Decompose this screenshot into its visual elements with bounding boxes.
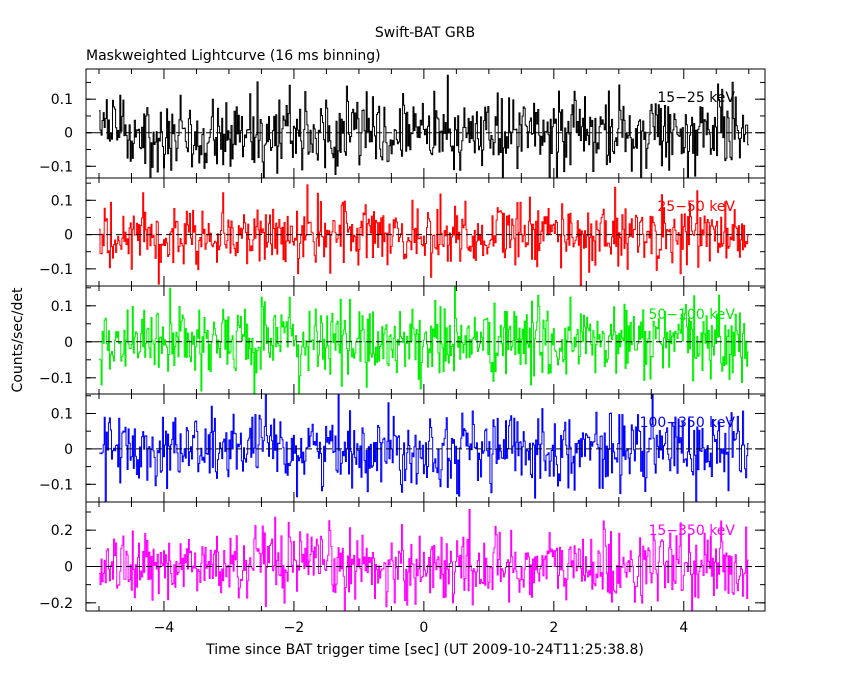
y-tick-label: −0.1 <box>39 159 73 175</box>
y-tick-label: 0 <box>64 442 73 458</box>
y-tick-label: 0 <box>64 126 73 142</box>
y-tick-label: 0.1 <box>51 299 73 315</box>
panel-15-350-kev: −0.2 0 0.2 15−350 keV <box>39 501 766 612</box>
series-line <box>99 509 749 611</box>
x-tick-label: −4 <box>154 620 175 636</box>
y-tick-label: 0.1 <box>51 193 73 209</box>
panel-50-100-kev: −0.1 0 0.1 50−100 keV <box>39 285 766 395</box>
series-line <box>99 74 749 178</box>
x-tick-label: 2 <box>549 620 558 636</box>
panel-100-350-kev: −0.1 0 0.1 100−350 keV <box>39 393 766 503</box>
panels: −0.1 0 0.1 15−25 keV −0.1 0 0.1 25−50 keV −0.1 0 0… <box>39 68 766 636</box>
x-tick-label: 0 <box>419 620 428 636</box>
x-axis-label: Time since BAT trigger time [sec] (UT 20… <box>205 642 644 658</box>
y-tick-label: 0 <box>64 335 73 351</box>
band-label: 15−350 keV <box>648 523 735 539</box>
band-label: 100−350 keV <box>640 415 736 431</box>
chart-subtitle: Maskweighted Lightcurve (16 ms binning) <box>86 48 381 64</box>
y-tick-label: 0 <box>64 559 73 575</box>
y-tick-label: 0 <box>64 228 73 244</box>
panel-frame <box>85 68 766 179</box>
band-label: 25−50 keV <box>657 199 735 215</box>
series-line <box>99 394 749 502</box>
x-tick-label: 4 <box>679 620 688 636</box>
x-tick-label: −2 <box>284 620 305 636</box>
panel-frame <box>85 501 766 612</box>
band-label: 50−100 keV <box>648 307 735 323</box>
y-tick-label: −0.1 <box>39 262 73 278</box>
panel-25-50-kev: −0.1 0 0.1 25−50 keV <box>39 177 766 287</box>
series-line <box>99 286 749 394</box>
panel-15-25-kev: −0.1 0 0.1 15−25 keV <box>39 68 766 179</box>
y-tick-label: 0.2 <box>51 523 73 539</box>
y-tick-label: −0.1 <box>39 371 73 387</box>
y-tick-label: 0.1 <box>51 406 73 422</box>
band-label: 15−25 keV <box>657 90 735 106</box>
y-tick-label: −0.1 <box>39 477 73 493</box>
y-tick-label: −0.2 <box>39 596 73 612</box>
series-line <box>99 184 749 286</box>
y-tick-label: 0.1 <box>51 92 73 108</box>
chart-title: Swift-BAT GRB <box>375 25 475 41</box>
y-axis-label: Counts/sec/det <box>10 287 26 392</box>
